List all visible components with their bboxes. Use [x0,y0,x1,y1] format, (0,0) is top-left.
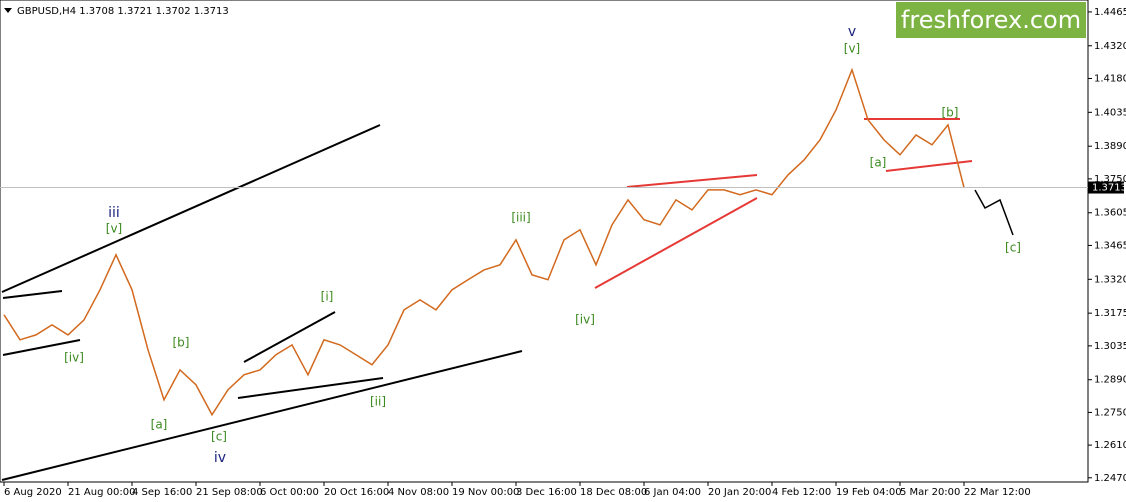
wave-label: [ii] [370,395,386,409]
wave-label: iv [214,450,226,466]
x-tick-label: 6 Jan 04:00 [644,487,701,498]
x-tick-label: 20 Jan 20:00 [708,487,771,498]
x-tick-label: 4 Feb 12:00 [772,487,831,498]
x-tick-label: 21 Sep 08:00 [196,487,263,498]
logo-box [896,2,1086,38]
y-tick-label: 1.4180 [1094,73,1126,84]
trendline [2,290,63,299]
trendline [2,339,81,356]
trendline [594,197,758,289]
x-tick-label: 19 Nov 00:00 [452,487,519,498]
x-tick-label: 19 Feb 04:00 [836,487,902,498]
plot-area [0,0,1089,483]
wave-label: [iii] [511,211,530,225]
wave-label: [v] [106,222,122,236]
wave-label: [c] [211,430,227,444]
logo: freshforex.com [901,6,1081,34]
menu-icon [4,8,12,13]
y-tick-label: 1.2470 [1094,473,1126,484]
wave-label: [iv] [575,313,595,327]
y-tick-label: 1.4035 [1094,107,1126,118]
trendlines [1,124,523,481]
y-tick-label: 1.4465 [1094,7,1126,18]
chart-title: GBPUSD,H4 1.3708 1.3721 1.3702 1.3713 [17,6,229,17]
y-tick-label: 1.3750 [1094,174,1126,185]
y-tick-label: 1.3175 [1094,308,1126,319]
y-tick-label: 1.3890 [1094,141,1126,152]
wave-label: [c] [1005,241,1021,255]
trendline [243,311,336,363]
x-tick-label: 21 Aug 00:00 [68,487,135,498]
x-tick-label: 18 Dec 08:00 [580,487,647,498]
wave-label: [a] [151,418,168,432]
x-tick-label: 4 Sep 16:00 [132,487,192,498]
trendline [237,377,384,399]
y-tick-label: 1.3320 [1094,274,1126,285]
wave-label: [b] [173,336,190,350]
wave-label: [v] [844,42,860,56]
trendline [626,174,758,188]
x-tick-label: 5 Mar 20:00 [900,487,960,498]
y-tick-label: 1.3465 [1094,240,1126,251]
wave-label: iii [108,205,120,221]
wave-label: [i] [321,290,334,304]
y-tick-label: 1.2610 [1094,440,1126,451]
trendline [1,350,523,481]
y-tick-label: 1.3035 [1094,341,1126,352]
x-tick-label: 3 Dec 16:00 [516,487,577,498]
wave-label: [iv] [64,351,84,365]
x-tick-label: 4 Nov 08:00 [388,487,449,498]
trendline [1,124,381,293]
x-tick-label: 6 Oct 00:00 [260,487,319,498]
x-tick-label: 6 Aug 2020 [4,487,62,498]
y-tick-label: 1.3605 [1094,208,1126,219]
wave-label: [a] [870,156,887,170]
last-price-label: 1.3713 [1092,183,1126,194]
price-line [3,67,965,417]
wave-label: [b] [942,106,959,120]
projection [974,189,1014,236]
x-tick-label: 22 Mar 12:00 [964,487,1031,498]
y-tick-label: 1.2890 [1094,375,1126,386]
x-tick-label: 20 Oct 16:00 [324,487,389,498]
y-tick-label: 1.4320 [1094,41,1126,52]
wave-label: v [848,24,856,40]
y-tick-label: 1.2750 [1094,407,1126,418]
last-price-box [1088,181,1124,194]
